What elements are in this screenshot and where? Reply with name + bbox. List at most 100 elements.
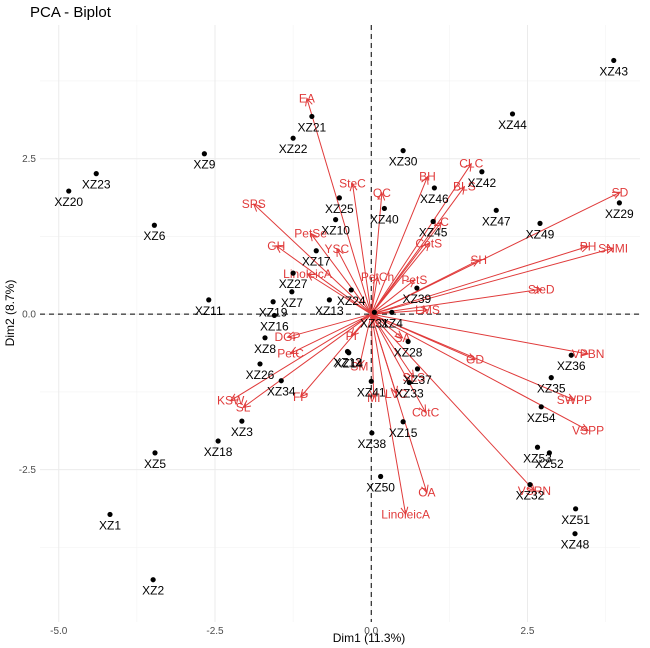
point-label: XZ41 [357, 385, 386, 399]
arrow-sl [242, 313, 372, 408]
point-label: XZ26 [246, 368, 275, 382]
arrowhead-lc [433, 221, 442, 231]
arrow-clc [370, 163, 472, 315]
point-xz5 [152, 450, 158, 456]
point-label: XZ36 [557, 359, 586, 373]
point-xz19 [270, 299, 276, 305]
point-xz27 [290, 270, 296, 276]
arrowhead-clc [464, 162, 472, 172]
arrow-lvc [370, 314, 397, 394]
arrowhead-swpp [566, 393, 576, 401]
point-xz29 [616, 200, 622, 206]
point-label: XZ19 [259, 306, 288, 320]
point-xz46 [431, 185, 437, 191]
arrow-cotc [370, 313, 427, 413]
point-xz13 [326, 297, 332, 303]
point-xz25 [336, 195, 342, 201]
point-xz4 [389, 309, 395, 315]
variable-label: PI [346, 329, 357, 343]
variable-label: CotC [412, 405, 440, 419]
point-xz26 [257, 361, 263, 367]
arrowhead-ea [305, 97, 313, 107]
point-label: XZ8 [254, 342, 276, 356]
point-xz42 [479, 169, 485, 175]
point-xz18 [215, 438, 221, 444]
point-xz44 [509, 111, 516, 117]
axis-ticks: -5.0 -2.5 0.0 2.5 -2.5 0.0 2.5 [19, 154, 535, 637]
point-label: XZ9 [193, 158, 215, 172]
arrowhead-sl [242, 400, 252, 409]
point-label: XZ12 [333, 355, 362, 369]
point-label: XZ43 [599, 64, 628, 78]
point-xz49 [537, 220, 543, 226]
grid [40, 25, 640, 622]
point-label: XZ3 [231, 425, 253, 439]
arrowhead-sm [357, 358, 365, 368]
arrow-sm [358, 314, 372, 367]
arrow-bls [370, 186, 465, 315]
arrow-sls [370, 313, 415, 378]
point-xz14 [346, 350, 352, 356]
variable-label: FP [293, 390, 308, 404]
arrow-petch [370, 276, 378, 315]
variable-label: GH [267, 239, 285, 253]
variable-label: VSPP [572, 423, 604, 437]
point-xz43 [611, 57, 617, 64]
point-label: XZ31 [360, 316, 389, 330]
variable-label: SNMI [598, 241, 628, 255]
variable-label: PetS [401, 273, 427, 287]
point-label: XZ30 [389, 155, 418, 169]
point-label: XZ32 [516, 489, 545, 503]
point-xz15 [400, 419, 406, 425]
variable-label: PetC [277, 346, 304, 360]
arrowhead-bh [421, 175, 429, 185]
variable-label: PH [580, 239, 597, 253]
point-label: XZ13 [315, 304, 344, 318]
point-label: XZ44 [498, 118, 527, 132]
arrowhead-sd [611, 191, 622, 199]
arrowhead-oa [421, 484, 429, 494]
point-xz38 [369, 430, 375, 436]
arrowhead-bls [457, 185, 466, 195]
variable-label: SD [612, 185, 629, 199]
arrow-dgp [287, 313, 372, 338]
y-tick-label: -2.5 [19, 465, 37, 476]
point-label: XZ5 [144, 457, 166, 471]
variable-label: SteC [339, 177, 366, 191]
variable-label: GD [466, 353, 484, 367]
arrow-qc [370, 192, 383, 315]
arrowhead-vspp [580, 423, 590, 432]
point-label: XZ42 [468, 176, 497, 190]
point-xz3 [239, 418, 245, 424]
variable-label: LinoleicA [283, 267, 332, 281]
point-label: XZ24 [337, 294, 366, 308]
point-label: XZ35 [537, 382, 566, 396]
point-label: XZ18 [204, 445, 233, 459]
point-label: XZ7 [281, 296, 303, 310]
point-label: XZ14 [334, 357, 363, 371]
arrow-fp [300, 313, 372, 398]
point-label: XZ17 [302, 255, 331, 269]
x-tick-label: 0.0 [364, 626, 378, 637]
point-xz35 [548, 375, 554, 381]
arrowhead-lvc [390, 385, 398, 395]
variable-label: MI [367, 391, 380, 405]
point-xz51 [573, 506, 579, 512]
point-label: XZ34 [267, 385, 296, 399]
reference-lines [40, 25, 640, 622]
point-label: XZ47 [482, 214, 511, 228]
point-label: XZ51 [561, 513, 590, 527]
arrow-ksw [230, 313, 372, 402]
point-xz40 [381, 205, 387, 212]
arrow-gh [275, 245, 372, 315]
arrowhead-ph [580, 244, 590, 253]
point-xz11 [206, 297, 212, 303]
point-xz21 [309, 113, 315, 120]
point-xz39 [414, 285, 420, 291]
point-label: XZ22 [279, 142, 308, 156]
point-label: XZ37 [403, 373, 432, 387]
point-label: XZ6 [143, 229, 165, 243]
variable-label: LC [434, 215, 450, 229]
